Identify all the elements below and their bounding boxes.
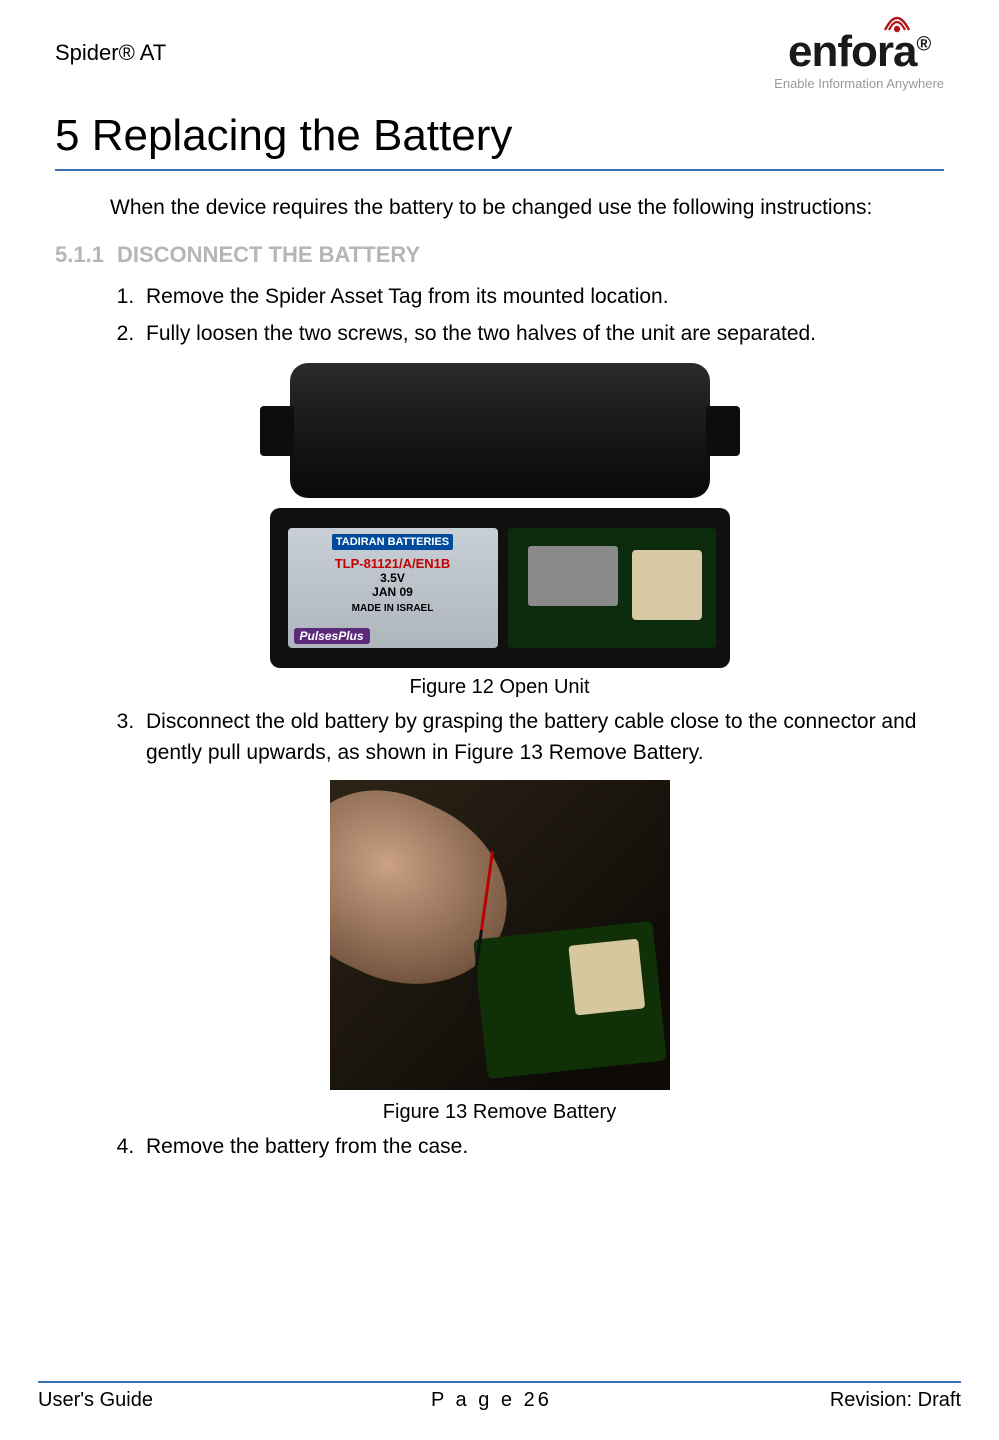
- pcb-icon: [508, 528, 716, 648]
- sim-slot-icon: [528, 546, 618, 606]
- title-divider: [55, 169, 944, 171]
- instruction-list-cont: Disconnect the old battery by grasping t…: [140, 707, 944, 768]
- battery-tech: PulsesPlus: [294, 628, 370, 644]
- board-icon: [473, 921, 667, 1079]
- battery-model: TLP-81121/A/EN1B: [294, 556, 492, 571]
- device-lid-icon: [290, 363, 710, 498]
- battery-origin: MADE IN ISRAEL: [294, 603, 492, 614]
- footer-left: User's Guide: [38, 1389, 153, 1412]
- gps-module-icon: [568, 939, 645, 1016]
- battery-voltage: 3.5V: [294, 571, 492, 585]
- intro-paragraph: When the device requires the battery to …: [110, 193, 944, 222]
- page-header: Spider® AT enfora® Enable Information An…: [55, 30, 944, 91]
- battery-brand: TADIRAN BATTERIES: [332, 534, 453, 550]
- step-3: Disconnect the old battery by grasping t…: [140, 707, 944, 768]
- figure-13-caption: Figure 13 Remove Battery: [55, 1101, 944, 1124]
- antenna-icon: [882, 12, 912, 34]
- section-title: DISCONNECT THE BATTERY: [117, 242, 420, 268]
- page-footer: User's Guide P a g e 26 Revision: Draft: [38, 1381, 961, 1412]
- brand-logo: enfora® Enable Information Anywhere: [774, 30, 944, 91]
- instruction-list: Remove the Spider Asset Tag from its mou…: [140, 282, 944, 349]
- gps-chip-icon: [632, 550, 702, 620]
- logo-wordmark: enfora®: [774, 30, 944, 74]
- figure-12-caption: Figure 12 Open Unit: [55, 676, 944, 699]
- logo-tagline: Enable Information Anywhere: [774, 76, 944, 91]
- document-title: Spider® AT: [55, 30, 166, 66]
- battery-icon: TADIRAN BATTERIES TLP-81121/A/EN1B 3.5V …: [288, 528, 498, 648]
- section-heading: 5.1.1 DISCONNECT THE BATTERY: [55, 242, 944, 268]
- registered-icon: ®: [916, 33, 930, 55]
- figure-12-image: TADIRAN BATTERIES TLP-81121/A/EN1B 3.5V …: [55, 363, 944, 668]
- figure-13-image: [330, 780, 670, 1090]
- instruction-list-cont2: Remove the battery from the case.: [140, 1132, 944, 1162]
- figure-13: Figure 13 Remove Battery: [55, 780, 944, 1124]
- device-base-icon: TADIRAN BATTERIES TLP-81121/A/EN1B 3.5V …: [270, 508, 730, 668]
- step-4: Remove the battery from the case.: [140, 1132, 944, 1162]
- figure-12: TADIRAN BATTERIES TLP-81121/A/EN1B 3.5V …: [55, 363, 944, 699]
- footer-page-number: P a g e 26: [431, 1389, 552, 1412]
- footer-right: Revision: Draft: [830, 1389, 961, 1412]
- battery-date: JAN 09: [294, 585, 492, 599]
- logo-text: enfora: [788, 27, 916, 76]
- step-1: Remove the Spider Asset Tag from its mou…: [140, 282, 944, 312]
- section-number: 5.1.1: [55, 242, 117, 268]
- step-2: Fully loosen the two screws, so the two …: [140, 319, 944, 349]
- chapter-title: 5 Replacing the Battery: [55, 111, 944, 161]
